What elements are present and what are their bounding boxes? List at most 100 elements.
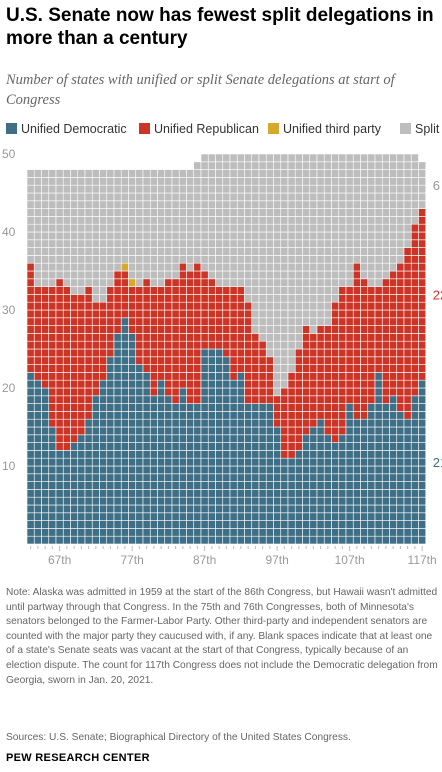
bar-cell: [157, 481, 166, 490]
bar-cell: [331, 184, 340, 194]
bar-cell: [316, 262, 325, 272]
bar-cell: [331, 208, 340, 217]
bar-cell: [178, 473, 187, 482]
bar-cell: [106, 208, 115, 217]
bar-cell: [142, 465, 151, 475]
bar-cell: [294, 457, 303, 467]
bar-cell: [396, 504, 405, 514]
bar-cell: [62, 520, 71, 529]
bar-cell: [280, 301, 289, 311]
bar-cell: [77, 457, 86, 467]
bar-cell: [55, 489, 64, 498]
bar-cell: [258, 278, 267, 287]
bar-cell: [48, 309, 57, 319]
bar-cell: [84, 528, 93, 537]
bar-cell: [77, 348, 86, 358]
bar-cell: [207, 216, 216, 225]
bar-cell: [55, 473, 64, 482]
bar-cell: [338, 247, 347, 256]
bar-cell: [106, 333, 115, 342]
bar-cell: [418, 208, 427, 217]
bar-cell: [106, 325, 115, 334]
bar-cell: [294, 161, 303, 170]
bar-cell: [186, 489, 195, 498]
bar-cell: [258, 309, 267, 319]
bar-cell: [215, 481, 224, 490]
bar-cell: [352, 364, 361, 373]
bar-cell: [84, 504, 93, 514]
bar-cell: [193, 348, 202, 358]
bar-cell: [149, 325, 158, 334]
bar-cell: [70, 528, 79, 537]
bar-cell: [280, 457, 289, 467]
bar-cell: [142, 426, 151, 436]
bar-cell: [106, 403, 115, 412]
bar-cell: [91, 489, 100, 498]
bar-cell: [62, 239, 71, 248]
bar-cell: [280, 177, 289, 186]
bar-cell: [178, 434, 187, 443]
bar-cell: [70, 301, 79, 311]
bar-cell: [251, 473, 260, 482]
bar-cell: [309, 270, 318, 280]
bar-cell: [309, 489, 318, 498]
bar-cell: [410, 309, 419, 319]
bar-cell: [309, 301, 318, 311]
bar-cell: [316, 411, 325, 420]
bar-cell: [302, 294, 311, 303]
bar-cell: [302, 278, 311, 287]
bar-cell: [120, 379, 129, 389]
bar-cell: [70, 356, 79, 365]
bar-cell: [222, 520, 231, 529]
bar-cell: [55, 294, 64, 303]
bar-cell: [236, 356, 245, 365]
bar-cell: [70, 457, 79, 467]
bar-cell: [186, 418, 195, 428]
bar-cell: [193, 504, 202, 514]
bar-cell: [55, 372, 64, 381]
bar-cell: [157, 356, 166, 365]
bar-cell: [171, 262, 180, 272]
bar-cell: [91, 528, 100, 537]
bar-cell: [26, 364, 35, 373]
bar-cell: [316, 340, 325, 350]
bar-cell: [309, 372, 318, 381]
bar-cell: [345, 278, 354, 287]
bar-cell: [360, 161, 369, 170]
bar-cell: [91, 216, 100, 225]
bar-cell: [193, 395, 202, 404]
bar-cell: [418, 426, 427, 436]
bar-cell: [273, 317, 282, 326]
bar-cell: [374, 294, 383, 303]
bar-cell: [200, 184, 209, 194]
bar-cell: [55, 223, 64, 233]
bar-cell: [33, 403, 42, 412]
bar-cell: [178, 333, 187, 342]
bar-cell: [222, 535, 231, 545]
bar-cell: [106, 262, 115, 272]
bar-cell: [41, 208, 50, 217]
bar-cell: [280, 294, 289, 303]
bar-cell: [26, 457, 35, 467]
bar-cell: [55, 426, 64, 436]
bar-cell: [381, 177, 390, 186]
bar-cell: [55, 231, 64, 241]
bar-cell: [207, 239, 216, 248]
bar-cell: [367, 379, 376, 389]
bar-cell: [84, 403, 93, 412]
bar-cell: [91, 473, 100, 482]
bar-cell: [360, 535, 369, 545]
bar-cell: [186, 333, 195, 342]
bar-cell: [273, 169, 282, 178]
bar-cell: [389, 473, 398, 482]
bar-cell: [207, 434, 216, 443]
bar-cell: [331, 457, 340, 467]
bar-cell: [229, 481, 238, 490]
bar-cell: [48, 255, 57, 264]
bar-cell: [294, 364, 303, 373]
bar-cell: [106, 255, 115, 264]
bar-cell: [258, 450, 267, 459]
bar-cell: [396, 379, 405, 389]
bar-cell: [360, 348, 369, 358]
bar-cell: [403, 223, 412, 233]
